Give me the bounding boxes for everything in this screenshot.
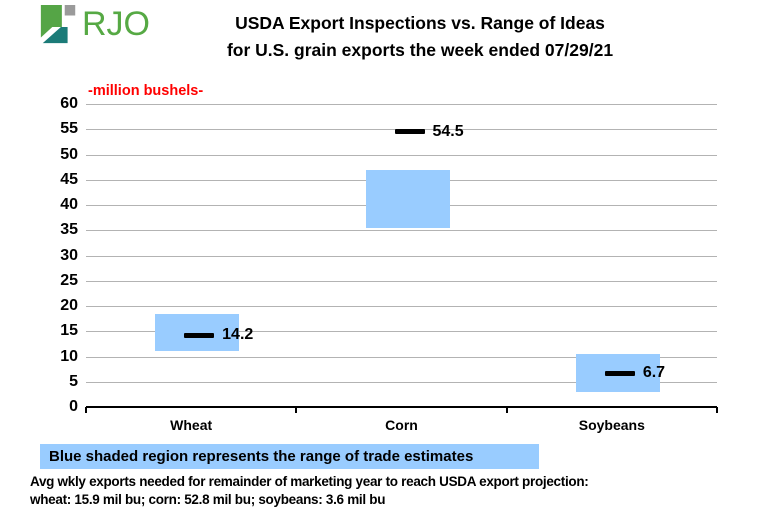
gridline — [86, 306, 717, 307]
value-label: 54.5 — [432, 122, 464, 140]
gridline — [86, 154, 717, 156]
rjo-logo: RJO — [38, 4, 150, 48]
gridline — [86, 179, 717, 181]
footnote-line2: wheat: 15.9 mil bu; corn: 52.8 mil bu; s… — [30, 492, 386, 507]
x-axis-tick — [505, 407, 508, 413]
legend-text: Blue shaded region represents the range … — [49, 448, 474, 465]
range-bar — [155, 313, 240, 352]
y-tick-label: 35 — [60, 221, 78, 239]
gridline — [86, 381, 717, 383]
footnote: Avg wkly exports needed for remainder of… — [30, 473, 589, 509]
category-label: Corn — [385, 417, 418, 433]
gridline — [86, 331, 717, 333]
x-axis-line — [86, 406, 717, 408]
x-axis-tick — [85, 407, 87, 413]
y-tick-label: 10 — [60, 347, 78, 365]
category-label: Soybeans — [578, 417, 645, 433]
chart-title: USDA Export Inspections vs. Range of Ide… — [100, 10, 740, 64]
chart-title-line2: for U.S. grain exports the week ended 07… — [226, 40, 614, 60]
y-tick-label: 5 — [69, 372, 78, 390]
rjo-logo-text: RJO — [82, 5, 150, 43]
value-marker — [394, 129, 425, 135]
x-axis-tick — [295, 407, 298, 413]
y-tick-label: 30 — [60, 246, 78, 264]
value-label: 6.7 — [642, 364, 666, 382]
gridline — [86, 129, 717, 131]
range-bar — [575, 353, 660, 392]
y-tick-label: 0 — [69, 398, 78, 415]
y-tick-label: 15 — [60, 322, 78, 340]
rjo-logo-icon — [40, 5, 76, 44]
gridline — [86, 104, 717, 105]
y-tick-label: 20 — [60, 297, 78, 314]
gridline — [86, 205, 717, 206]
y-tick-label: 60 — [60, 95, 78, 112]
x-axis-tick — [716, 407, 718, 413]
legend-strip: Blue shaded region represents the range … — [40, 444, 539, 469]
gridline — [86, 280, 717, 282]
y-tick-label: 45 — [60, 170, 78, 188]
y-tick-label: 25 — [60, 271, 78, 289]
y-axis-units-label: -million bushels- — [88, 83, 204, 99]
chart-title-line1: USDA Export Inspections vs. Range of Ide… — [235, 13, 605, 33]
category-label: Wheat — [170, 417, 213, 433]
gridline — [86, 230, 717, 232]
y-tick-label: 50 — [60, 145, 78, 163]
y-tick-label: 55 — [60, 120, 78, 138]
value-marker — [184, 332, 215, 338]
range-bar — [365, 169, 450, 228]
value-marker — [604, 370, 635, 376]
value-label: 14.2 — [222, 326, 254, 344]
y-tick-label: 40 — [60, 196, 78, 213]
gridline — [86, 356, 717, 358]
gridline — [86, 255, 717, 257]
footnote-line1: Avg wkly exports needed for remainder of… — [30, 474, 589, 489]
